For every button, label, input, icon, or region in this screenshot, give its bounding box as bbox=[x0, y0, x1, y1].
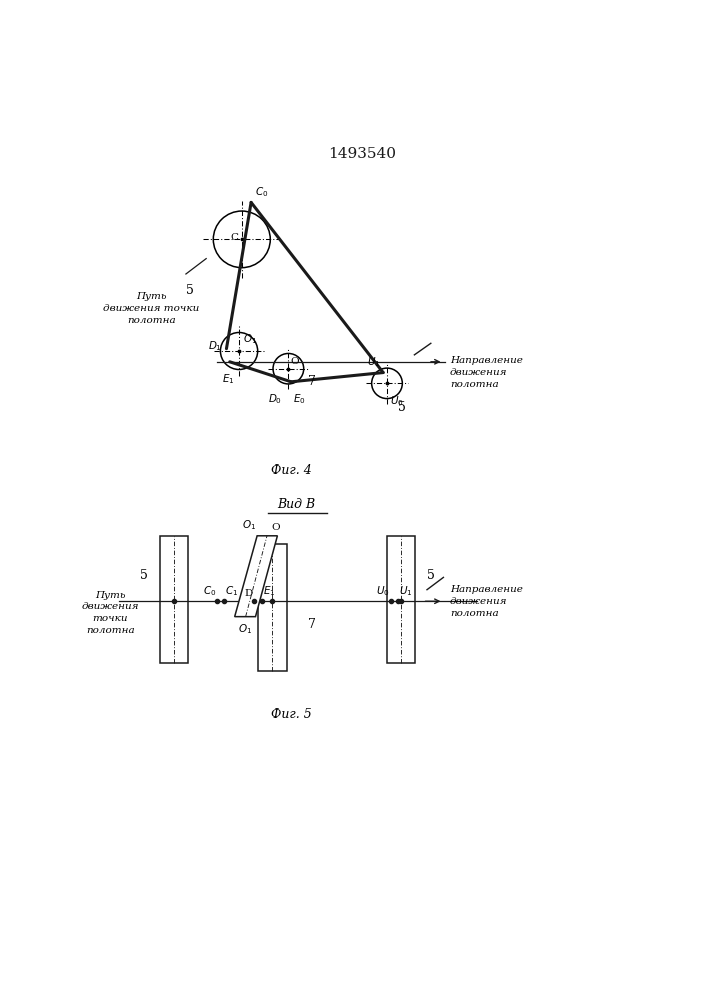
Text: 7: 7 bbox=[308, 618, 315, 631]
Text: D: D bbox=[245, 589, 253, 598]
Text: $C_0$: $C_0$ bbox=[255, 186, 269, 199]
Text: 5: 5 bbox=[398, 401, 406, 414]
Text: 7: 7 bbox=[308, 375, 315, 388]
Text: 1493540: 1493540 bbox=[328, 147, 397, 161]
Text: Направление
движения
полотна: Направление движения полотна bbox=[450, 356, 523, 389]
Text: Фиг. 5: Фиг. 5 bbox=[271, 708, 312, 721]
Text: $E_1$: $E_1$ bbox=[223, 372, 235, 386]
Text: $O_1$: $O_1$ bbox=[238, 622, 252, 636]
Text: O: O bbox=[291, 357, 299, 366]
Text: $U_0$: $U_0$ bbox=[390, 394, 404, 408]
Text: $D_1$: $D_1$ bbox=[208, 339, 222, 353]
Text: $D_0$: $D_0$ bbox=[268, 392, 282, 406]
Text: $C_0$: $C_0$ bbox=[203, 584, 216, 598]
Text: C: C bbox=[230, 233, 238, 242]
Text: $U_1$: $U_1$ bbox=[368, 355, 381, 369]
Text: Направление
движения
полотна: Направление движения полотна bbox=[450, 585, 523, 618]
Text: Путь
движения
точки
полотна: Путь движения точки полотна bbox=[81, 591, 139, 635]
Text: 5: 5 bbox=[427, 569, 435, 582]
Text: Фиг. 4: Фиг. 4 bbox=[271, 464, 312, 477]
Bar bbox=[258, 544, 287, 671]
Text: 5: 5 bbox=[186, 284, 194, 297]
Polygon shape bbox=[235, 536, 277, 617]
Text: Вид В: Вид В bbox=[278, 498, 315, 511]
Text: 5: 5 bbox=[140, 569, 148, 582]
Text: $E_1$: $E_1$ bbox=[262, 584, 275, 598]
Text: $E_0$: $E_0$ bbox=[293, 392, 305, 406]
Bar bbox=[160, 536, 188, 663]
Text: Путь
движения точки
полотна: Путь движения точки полотна bbox=[103, 292, 199, 325]
Text: $U_0$: $U_0$ bbox=[376, 584, 390, 598]
Text: $O_1$: $O_1$ bbox=[243, 332, 257, 346]
Bar bbox=[387, 536, 416, 663]
Text: $C_1$: $C_1$ bbox=[226, 584, 238, 598]
Text: $O_1$: $O_1$ bbox=[243, 518, 257, 532]
Text: $U_1$: $U_1$ bbox=[399, 584, 413, 598]
Text: O: O bbox=[271, 523, 280, 532]
